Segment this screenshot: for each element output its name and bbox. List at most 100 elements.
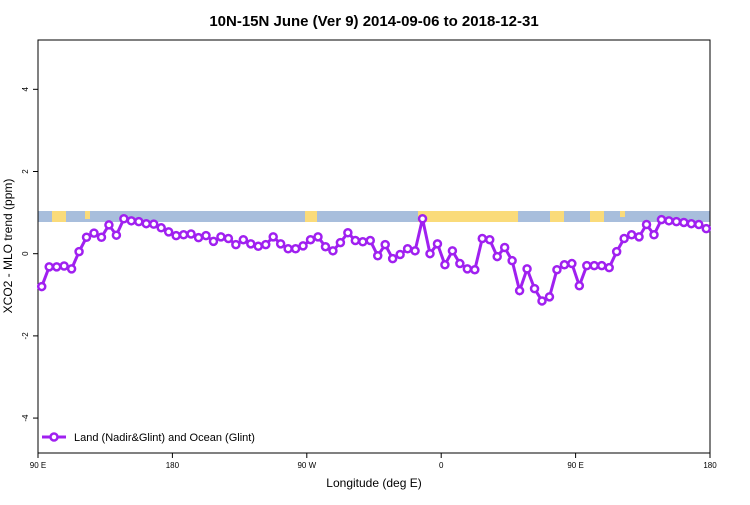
- data-point: [365, 235, 376, 246]
- data-point: [611, 246, 622, 257]
- y-axis-label: XCO2 - MLO trend (ppm): [1, 179, 15, 314]
- data-point: [246, 239, 256, 249]
- x-tick-label: 90 E: [30, 461, 46, 470]
- data-point: [604, 262, 614, 273]
- data-point: [186, 229, 196, 239]
- data-point: [44, 262, 54, 272]
- data-point: [328, 246, 338, 256]
- data-point: [529, 283, 540, 294]
- data-point: [358, 237, 368, 247]
- data-point: [664, 216, 674, 226]
- data-point: [104, 220, 114, 230]
- data-point: [216, 232, 226, 242]
- data-point: [522, 264, 532, 274]
- data-point: [492, 251, 502, 262]
- data-point: [387, 253, 398, 264]
- data-point: [320, 241, 331, 252]
- data-point: [395, 249, 405, 260]
- data-point: [402, 244, 413, 254]
- data-point: [313, 232, 323, 242]
- data-point: [477, 233, 488, 244]
- data-point: [268, 232, 278, 242]
- data-point: [372, 250, 383, 261]
- data-point: [193, 232, 204, 243]
- plot-frame: [37, 39, 711, 454]
- x-tick-label: 90 E: [567, 461, 583, 470]
- x-tick-label: 180: [166, 461, 180, 470]
- data-point: [111, 230, 122, 240]
- data-point: [380, 239, 390, 250]
- data-point: [350, 235, 361, 246]
- data-point: [208, 236, 219, 247]
- data-point: [626, 230, 637, 240]
- data-point: [514, 285, 525, 296]
- data-point: [141, 218, 152, 229]
- data-point: [582, 260, 592, 271]
- legend-marker: [49, 432, 59, 442]
- data-point: [417, 214, 428, 224]
- data-point: [679, 217, 689, 228]
- data-point: [201, 230, 211, 241]
- data-point: [163, 227, 174, 237]
- data-point: [619, 233, 629, 244]
- data-point: [119, 214, 129, 224]
- data-point: [74, 246, 84, 257]
- data-point: [298, 241, 308, 251]
- data-point: [275, 239, 286, 249]
- data-point: [447, 246, 458, 256]
- data-point: [126, 216, 137, 226]
- data-point: [305, 234, 316, 245]
- data-point: [484, 234, 495, 245]
- x-tick-label: 180: [703, 461, 717, 470]
- data-point: [462, 264, 473, 274]
- legend-item: Land (Nadir&Glint) and Ocean (Glint): [42, 432, 255, 444]
- data-point: [559, 260, 570, 270]
- data-point: [455, 258, 465, 269]
- data-point: [432, 239, 443, 249]
- data-point: [589, 260, 600, 271]
- y-tick-label: -4: [21, 414, 30, 422]
- data-point: [96, 232, 107, 243]
- x-tick-label: 90 W: [297, 461, 316, 470]
- data-point: [544, 292, 555, 302]
- data-point: [51, 262, 62, 272]
- data-point: [335, 237, 346, 248]
- data-point: [290, 244, 301, 254]
- data-point: [134, 216, 144, 227]
- data-point: [499, 242, 510, 253]
- data-point: [178, 230, 189, 240]
- data-point: [574, 280, 585, 291]
- data-point: [552, 264, 562, 275]
- y-tick-label: 2: [21, 169, 30, 174]
- data-point: [36, 281, 47, 292]
- data-point: [507, 255, 517, 266]
- data-point: [686, 218, 697, 229]
- data-point: [148, 219, 159, 229]
- data-point: [81, 232, 92, 243]
- y-tick-label: 4: [21, 87, 30, 92]
- data-point: [260, 239, 271, 250]
- x-axis-label: Longitude (deg E): [326, 476, 421, 490]
- data-point: [59, 261, 69, 271]
- data-point: [671, 216, 682, 227]
- y-tick-label: -2: [21, 332, 30, 340]
- data-point: [156, 223, 166, 233]
- data-point: [410, 246, 420, 256]
- data-point: [231, 239, 241, 250]
- data-point: [641, 219, 652, 230]
- data-point: [656, 214, 667, 225]
- data-point: [440, 260, 450, 270]
- data-point: [537, 296, 547, 306]
- series-line: [40, 216, 707, 303]
- chart-title: 10N-15N June (Ver 9) 2014-09-06 to 2018-…: [209, 13, 538, 30]
- data-point: [253, 241, 264, 252]
- legend-label: Land (Nadir&Glint) and Ocean (Glint): [74, 432, 255, 444]
- data-point: [238, 234, 249, 245]
- data-point: [694, 219, 704, 230]
- data-point: [634, 232, 644, 242]
- data-point: [283, 244, 293, 254]
- data-point: [223, 233, 234, 244]
- data-point: [66, 264, 77, 274]
- x-tick-label: 0: [439, 461, 444, 470]
